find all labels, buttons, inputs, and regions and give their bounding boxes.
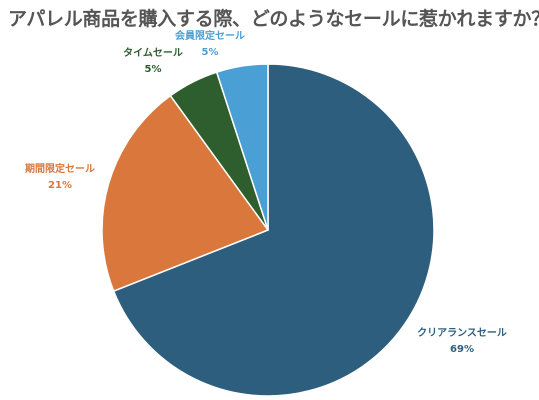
slice-value-limited-time: 21% (48, 180, 72, 191)
slice-label-clearance: クリアランスセール (417, 327, 507, 339)
slice-label-limited-time: 期間限定セール (25, 162, 95, 175)
slice-label-member: 会員限定セール (175, 29, 245, 42)
chart-title: アパレル商品を購入する際、どのようなセールに惹かれますか？ (8, 8, 539, 30)
slice-label-time: タイムセール (123, 47, 183, 59)
pie-slice-member (215, 63, 269, 231)
slice-value-clearance: 69% (450, 344, 474, 355)
pie-slice-clearance (112, 63, 435, 397)
pie-slice-limited-time (101, 94, 270, 293)
slice-value-time: 5% (145, 64, 162, 75)
slice-value-member: 5% (202, 47, 219, 58)
